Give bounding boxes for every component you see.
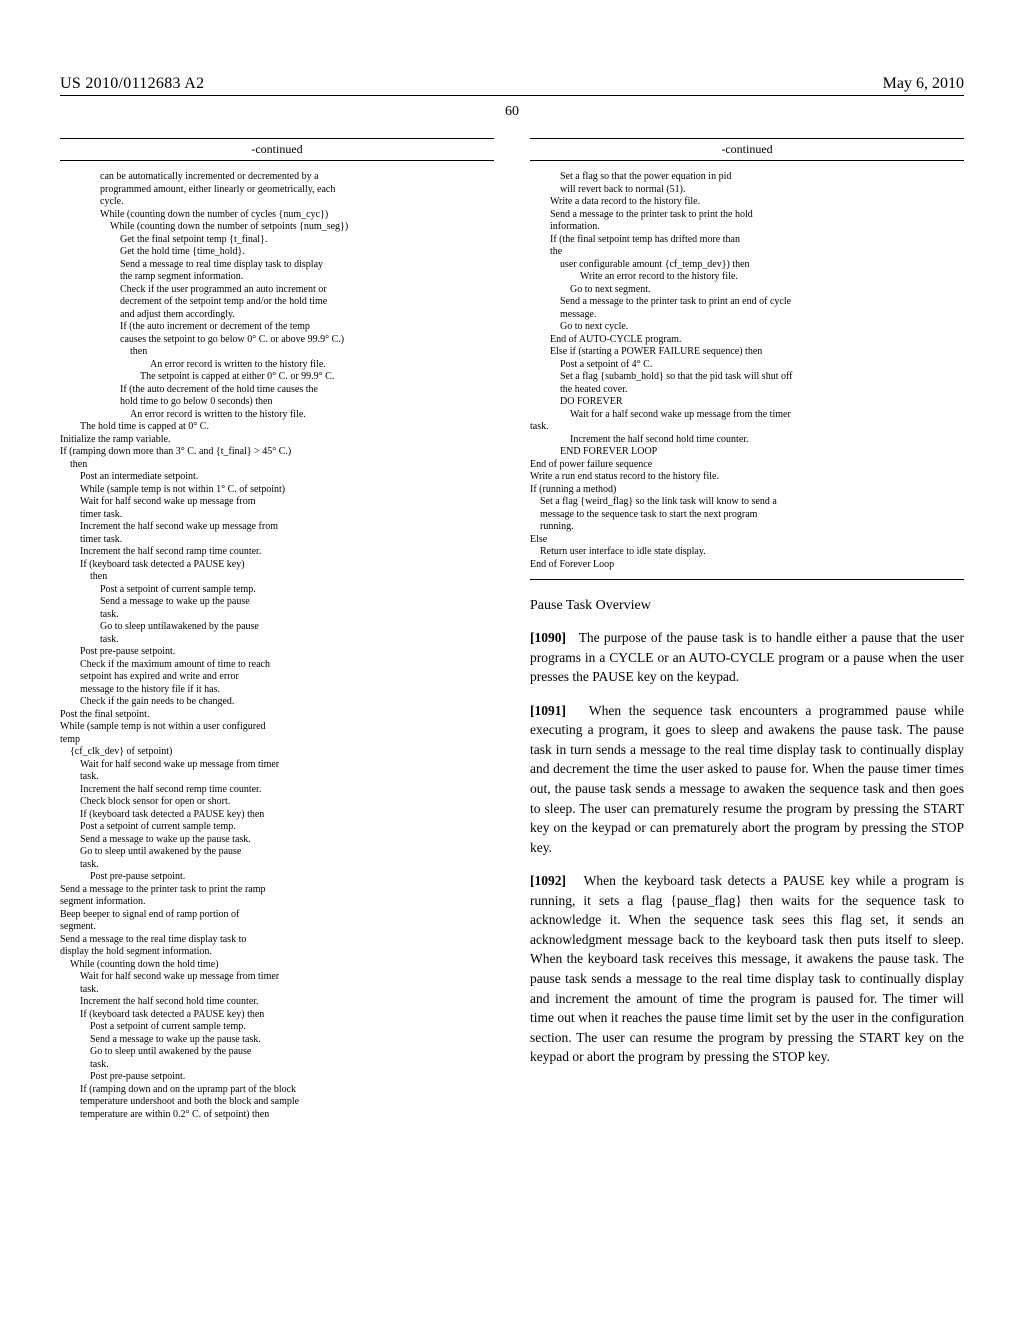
- continued-label-right: -continued: [530, 138, 964, 161]
- para-text: When the sequence task encounters a prog…: [530, 703, 964, 855]
- code-end-rule: [530, 579, 964, 580]
- paragraph-1092: [1092] When the keyboard task detects a …: [530, 871, 964, 1067]
- para-text: When the keyboard task detects a PAUSE k…: [530, 873, 964, 1064]
- para-number: [1090]: [530, 630, 566, 645]
- paragraph-1091: [1091] When the sequence task encounters…: [530, 701, 964, 858]
- left-code-listing: can be automatically incremented or decr…: [60, 171, 494, 1121]
- para-text: The purpose of the pause task is to hand…: [530, 630, 964, 684]
- publication-date: May 6, 2010: [883, 75, 964, 93]
- left-column: -continued can be automatically incremen…: [60, 138, 494, 1121]
- publication-number: US 2010/0112683 A2: [60, 75, 204, 93]
- paragraph-1090: [1090] The purpose of the pause task is …: [530, 628, 964, 687]
- right-code-listing: Set a flag so that the power equation in…: [530, 171, 964, 571]
- continued-label-left: -continued: [60, 138, 494, 161]
- para-number: [1092]: [530, 873, 566, 888]
- page-number: 60: [60, 104, 964, 120]
- para-number: [1091]: [530, 703, 566, 718]
- right-column: -continued Set a flag so that the power …: [530, 138, 964, 1121]
- two-column-layout: -continued can be automatically incremen…: [60, 138, 964, 1121]
- page-header: US 2010/0112683 A2 May 6, 2010: [60, 75, 964, 96]
- patent-page: US 2010/0112683 A2 May 6, 2010 60 -conti…: [0, 0, 1024, 1320]
- section-title: Pause Task Overview: [530, 598, 964, 614]
